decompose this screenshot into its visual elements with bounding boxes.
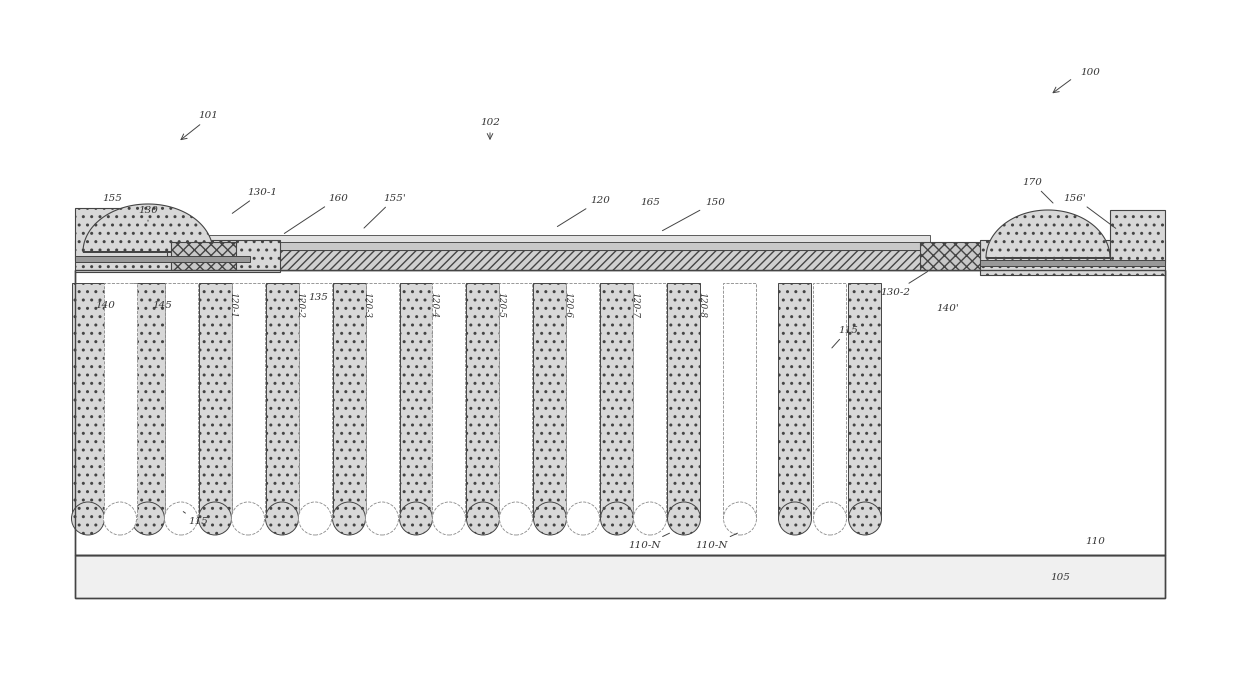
Bar bbox=[980, 240, 1166, 275]
Text: 120-2: 120-2 bbox=[295, 292, 305, 318]
Text: 110-N: 110-N bbox=[629, 533, 670, 549]
Bar bbox=[175, 235, 930, 242]
Text: 165: 165 bbox=[640, 197, 660, 206]
Bar bbox=[667, 283, 701, 518]
Bar bbox=[920, 242, 980, 270]
Bar bbox=[533, 283, 567, 518]
Bar bbox=[103, 283, 136, 518]
Bar bbox=[779, 283, 811, 518]
Bar bbox=[399, 283, 433, 518]
Ellipse shape bbox=[232, 502, 264, 535]
Text: 120-5: 120-5 bbox=[496, 292, 506, 318]
Ellipse shape bbox=[131, 502, 165, 535]
Bar bbox=[634, 283, 666, 518]
Ellipse shape bbox=[600, 502, 634, 535]
Bar bbox=[175, 250, 930, 270]
Bar bbox=[600, 283, 634, 518]
Ellipse shape bbox=[165, 502, 197, 535]
Text: 110: 110 bbox=[1085, 538, 1105, 546]
Ellipse shape bbox=[533, 502, 567, 535]
Bar bbox=[74, 555, 1166, 598]
Text: 130-1: 130-1 bbox=[232, 188, 277, 213]
Bar bbox=[74, 240, 280, 272]
Bar bbox=[500, 283, 532, 518]
Bar bbox=[74, 555, 1166, 598]
Text: 110-N: 110-N bbox=[696, 533, 738, 549]
Bar bbox=[175, 242, 930, 250]
Bar bbox=[232, 283, 264, 518]
Text: 101: 101 bbox=[198, 110, 218, 119]
Text: 155: 155 bbox=[102, 193, 122, 202]
Bar bbox=[299, 283, 331, 518]
Bar bbox=[848, 283, 882, 518]
Text: 155': 155' bbox=[365, 193, 407, 228]
Ellipse shape bbox=[299, 502, 331, 535]
Bar bbox=[74, 256, 250, 262]
Text: 160: 160 bbox=[284, 193, 348, 233]
Text: 140: 140 bbox=[95, 301, 115, 310]
Bar bbox=[366, 283, 398, 518]
Ellipse shape bbox=[813, 502, 847, 535]
Bar bbox=[332, 283, 366, 518]
Ellipse shape bbox=[848, 502, 882, 535]
Ellipse shape bbox=[779, 502, 811, 535]
Bar bbox=[265, 283, 299, 518]
Text: 120-1: 120-1 bbox=[228, 292, 238, 318]
Text: 120-3: 120-3 bbox=[362, 292, 372, 318]
Bar bbox=[433, 283, 465, 518]
Text: 140': 140' bbox=[936, 304, 960, 313]
Text: 105: 105 bbox=[1050, 573, 1070, 582]
Text: 120: 120 bbox=[557, 195, 610, 226]
Bar bbox=[165, 283, 197, 518]
Text: 130: 130 bbox=[138, 206, 157, 221]
Text: 170: 170 bbox=[1022, 177, 1053, 203]
Ellipse shape bbox=[399, 502, 433, 535]
Text: 135: 135 bbox=[299, 293, 327, 302]
Text: 120-4: 120-4 bbox=[429, 292, 439, 318]
Ellipse shape bbox=[433, 502, 465, 535]
Ellipse shape bbox=[723, 502, 756, 535]
Bar bbox=[567, 283, 599, 518]
Bar bbox=[72, 283, 104, 518]
Bar bbox=[74, 270, 1166, 555]
Text: 100: 100 bbox=[1080, 68, 1100, 77]
Ellipse shape bbox=[265, 502, 299, 535]
Text: 102: 102 bbox=[480, 117, 500, 126]
Polygon shape bbox=[83, 204, 213, 252]
Bar bbox=[1110, 210, 1166, 262]
Ellipse shape bbox=[567, 502, 599, 535]
Text: 130-2: 130-2 bbox=[880, 271, 928, 297]
Text: 145: 145 bbox=[153, 301, 172, 310]
Ellipse shape bbox=[103, 502, 136, 535]
Bar bbox=[980, 260, 1166, 266]
Ellipse shape bbox=[466, 502, 500, 535]
Bar bbox=[466, 283, 500, 518]
Bar bbox=[813, 283, 847, 518]
Ellipse shape bbox=[366, 502, 398, 535]
Text: 115: 115 bbox=[184, 511, 208, 526]
Polygon shape bbox=[986, 210, 1110, 258]
Text: 120-8: 120-8 bbox=[697, 292, 707, 318]
Ellipse shape bbox=[332, 502, 366, 535]
Text: 115: 115 bbox=[832, 326, 858, 348]
Ellipse shape bbox=[72, 502, 104, 535]
Bar bbox=[171, 242, 236, 270]
Text: 120-7: 120-7 bbox=[630, 292, 640, 318]
Bar bbox=[198, 283, 232, 518]
Bar bbox=[131, 283, 165, 518]
Ellipse shape bbox=[667, 502, 701, 535]
Bar bbox=[74, 270, 1166, 555]
Text: 120-6: 120-6 bbox=[563, 292, 573, 318]
Ellipse shape bbox=[198, 502, 232, 535]
Bar bbox=[74, 208, 167, 260]
Bar bbox=[723, 283, 756, 518]
Ellipse shape bbox=[634, 502, 667, 535]
Text: 156': 156' bbox=[1064, 193, 1116, 228]
Text: 150: 150 bbox=[662, 197, 725, 230]
Ellipse shape bbox=[500, 502, 532, 535]
